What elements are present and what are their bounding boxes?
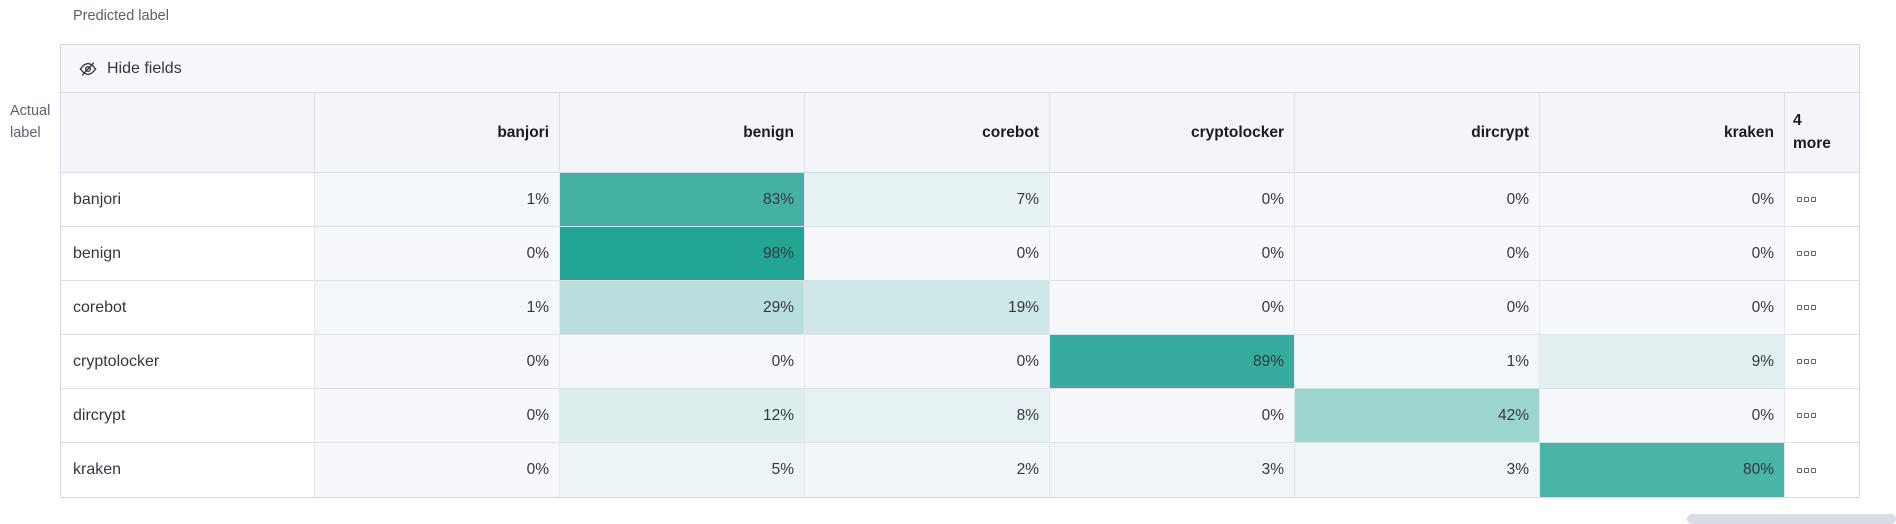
boxes-horizontal-icon — [1811, 251, 1816, 256]
row-actions-cell — [1785, 173, 1859, 227]
matrix-cell-cryptolocker-dircrypt: 1% — [1295, 335, 1540, 389]
matrix-cell-corebot-banjori: 1% — [315, 281, 560, 335]
column-header-dircrypt[interactable]: dircrypt — [1295, 93, 1540, 173]
matrix-cell-cryptolocker-kraken: 9% — [1540, 335, 1785, 389]
predicted-axis-label: Predicted label — [73, 8, 169, 24]
row-label-cell-banjori: banjori — [61, 173, 315, 227]
matrix-cell-kraken-kraken: 80% — [1540, 443, 1785, 497]
column-header-corebot[interactable]: corebot — [805, 93, 1050, 173]
row-actions-button-dircrypt[interactable] — [1795, 411, 1818, 420]
matrix-cell-banjori-kraken: 0% — [1540, 173, 1785, 227]
matrix-cell-banjori-benign: 83% — [560, 173, 805, 227]
boxes-horizontal-icon — [1804, 197, 1809, 202]
boxes-horizontal-icon — [1797, 359, 1802, 364]
boxes-horizontal-icon — [1804, 467, 1809, 473]
row-actions-button-benign[interactable] — [1795, 249, 1818, 258]
boxes-horizontal-icon — [1811, 467, 1816, 473]
row-actions-button-corebot[interactable] — [1795, 303, 1818, 312]
confusion-matrix-grid: banjori benign corebot cryptolocker dircrypt… — [61, 93, 1859, 497]
boxes-horizontal-icon — [1797, 413, 1802, 418]
actual-axis-label-line1: Actual — [10, 103, 51, 119]
matrix-cell-banjori-cryptolocker: 0% — [1050, 173, 1295, 227]
matrix-cell-kraken-benign: 5% — [560, 443, 805, 497]
matrix-cell-benign-kraken: 0% — [1540, 227, 1785, 281]
boxes-horizontal-icon — [1797, 305, 1802, 310]
matrix-cell-banjori-corebot: 7% — [805, 173, 1050, 227]
matrix-cell-cryptolocker-cryptolocker: 89% — [1050, 335, 1295, 389]
matrix-cell-corebot-dircrypt: 0% — [1295, 281, 1540, 335]
matrix-cell-kraken-corebot: 2% — [805, 443, 1050, 497]
actual-axis-label: Actual label — [10, 100, 50, 145]
more-columns-count: 4 — [1793, 112, 1802, 130]
more-columns-label: more — [1793, 134, 1831, 152]
row-actions-cell — [1785, 443, 1859, 497]
matrix-cell-banjori-banjori: 1% — [315, 173, 560, 227]
matrix-cell-benign-corebot: 0% — [805, 227, 1050, 281]
boxes-horizontal-icon — [1811, 413, 1816, 418]
matrix-cell-corebot-benign: 29% — [560, 281, 805, 335]
boxes-horizontal-icon — [1797, 251, 1802, 256]
boxes-horizontal-icon — [1811, 359, 1816, 364]
row-actions-button-kraken[interactable] — [1795, 466, 1818, 475]
matrix-cell-dircrypt-cryptolocker: 0% — [1050, 389, 1295, 443]
matrix-cell-dircrypt-dircrypt: 42% — [1295, 389, 1540, 443]
row-actions-cell — [1785, 335, 1859, 389]
row-actions-cell — [1785, 227, 1859, 281]
matrix-cell-benign-banjori: 0% — [315, 227, 560, 281]
matrix-cell-cryptolocker-banjori: 0% — [315, 335, 560, 389]
boxes-horizontal-icon — [1811, 305, 1816, 310]
matrix-cell-banjori-dircrypt: 0% — [1295, 173, 1540, 227]
eye-closed-icon — [79, 60, 97, 78]
matrix-cell-benign-dircrypt: 0% — [1295, 227, 1540, 281]
row-label-cell-kraken: kraken — [61, 443, 315, 497]
matrix-cell-kraken-cryptolocker: 3% — [1050, 443, 1295, 497]
boxes-horizontal-icon — [1804, 359, 1809, 364]
hide-fields-label: Hide fields — [107, 59, 182, 77]
boxes-horizontal-icon — [1811, 197, 1816, 202]
boxes-horizontal-icon — [1797, 467, 1802, 473]
confusion-matrix-table: Hide fields banjori benign corebot cryptolo… — [60, 44, 1860, 498]
matrix-cell-corebot-cryptolocker: 0% — [1050, 281, 1295, 335]
matrix-cell-kraken-banjori: 0% — [315, 443, 560, 497]
row-label-cell-cryptolocker: cryptolocker — [61, 335, 315, 389]
matrix-cell-dircrypt-banjori: 0% — [315, 389, 560, 443]
matrix-cell-kraken-dircrypt: 3% — [1295, 443, 1540, 497]
column-header-banjori[interactable]: banjori — [315, 93, 560, 173]
matrix-cell-benign-benign: 98% — [560, 227, 805, 281]
hide-fields-button[interactable]: Hide fields — [79, 60, 182, 78]
column-header-cryptolocker[interactable]: cryptolocker — [1050, 93, 1295, 173]
matrix-cell-benign-cryptolocker: 0% — [1050, 227, 1295, 281]
matrix-cell-corebot-kraken: 0% — [1540, 281, 1785, 335]
row-actions-button-banjori[interactable] — [1795, 195, 1818, 204]
boxes-horizontal-icon — [1804, 413, 1809, 418]
boxes-horizontal-icon — [1804, 305, 1809, 310]
row-actions-cell — [1785, 389, 1859, 443]
matrix-cell-cryptolocker-corebot: 0% — [805, 335, 1050, 389]
datagrid-toolbar: Hide fields — [61, 45, 1859, 93]
matrix-cell-dircrypt-benign: 12% — [560, 389, 805, 443]
matrix-cell-cryptolocker-benign: 0% — [560, 335, 805, 389]
more-columns-header[interactable]: 4 more — [1785, 93, 1859, 173]
horizontal-scrollbar-thumb[interactable] — [1687, 514, 1896, 524]
column-header-benign[interactable]: benign — [560, 93, 805, 173]
row-label-cell-benign: benign — [61, 227, 315, 281]
row-label-cell-corebot: corebot — [61, 281, 315, 335]
matrix-cell-corebot-corebot: 19% — [805, 281, 1050, 335]
boxes-horizontal-icon — [1797, 197, 1802, 202]
actual-axis-label-line2: label — [10, 125, 41, 142]
boxes-horizontal-icon — [1804, 251, 1809, 256]
matrix-cell-dircrypt-kraken: 0% — [1540, 389, 1785, 443]
row-actions-cell — [1785, 281, 1859, 335]
row-actions-button-cryptolocker[interactable] — [1795, 357, 1818, 366]
header-corner-cell — [61, 93, 315, 173]
matrix-cell-dircrypt-corebot: 8% — [805, 389, 1050, 443]
row-label-cell-dircrypt: dircrypt — [61, 389, 315, 443]
column-header-kraken[interactable]: kraken — [1540, 93, 1785, 173]
